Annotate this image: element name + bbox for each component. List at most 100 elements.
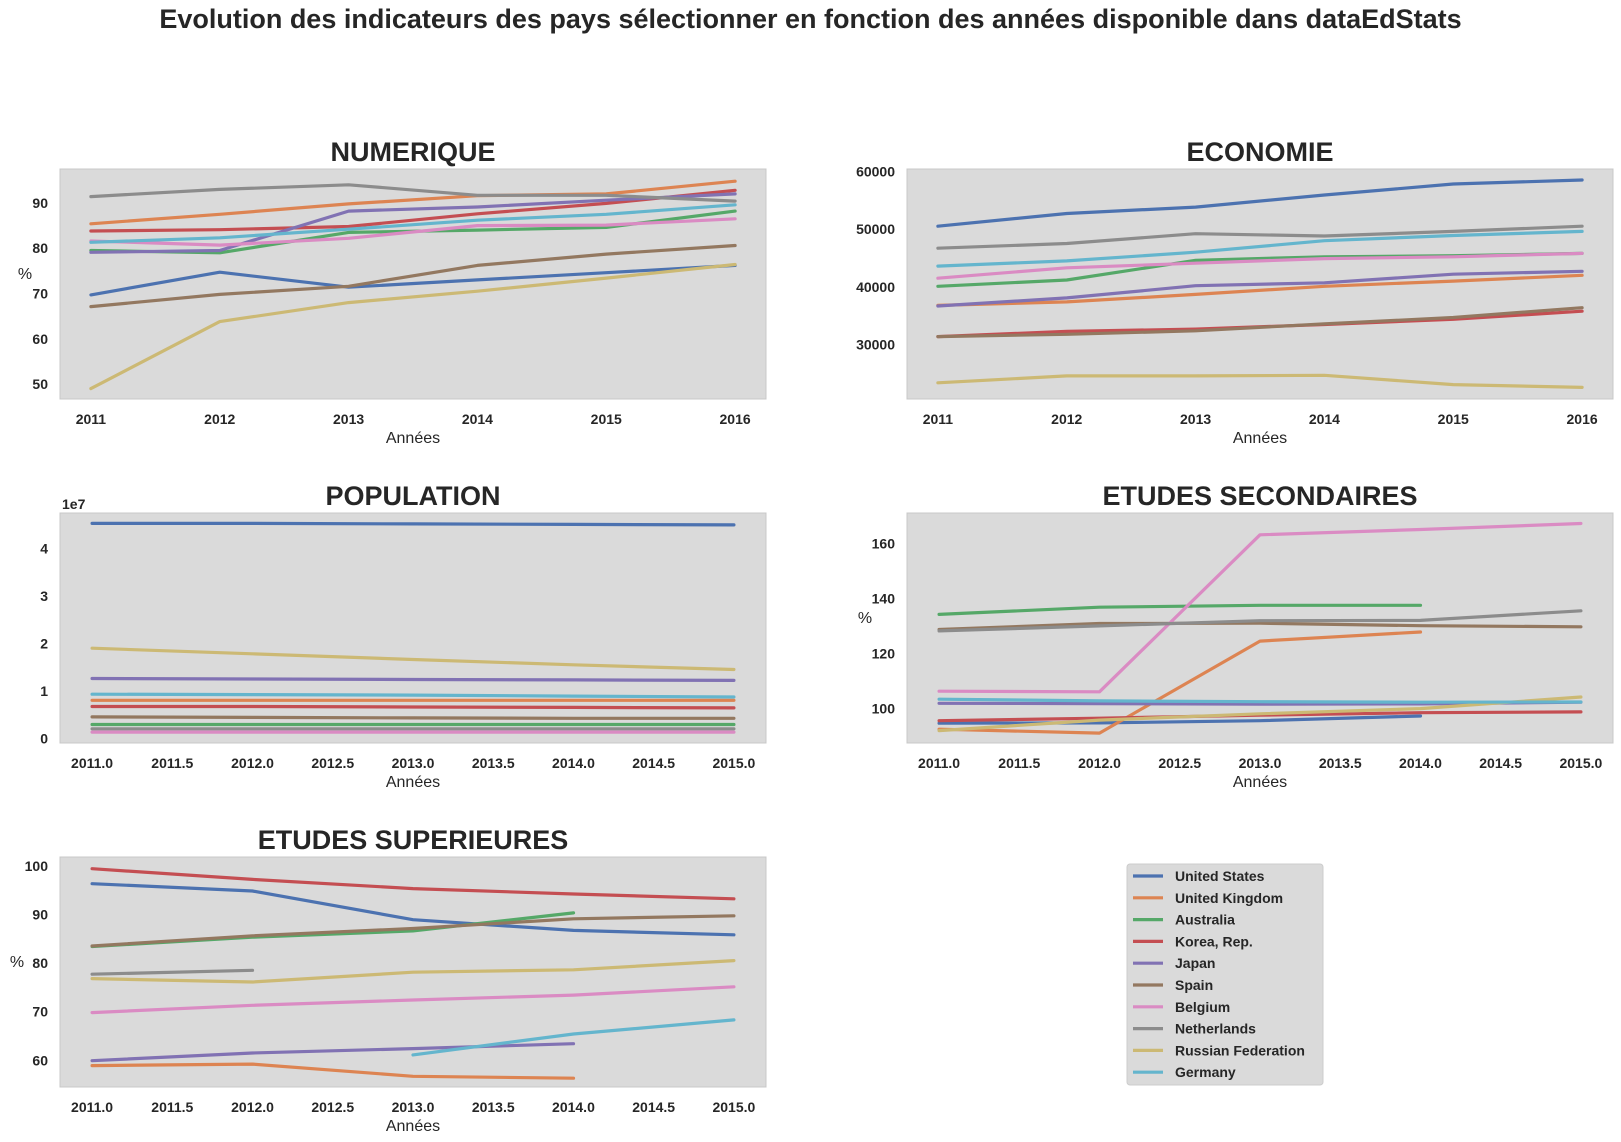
y-axis-label: % [18,266,32,283]
x-axis-label: Années [386,774,440,791]
series-line-spain [936,306,1584,339]
series-line-korea-rep [90,704,736,710]
y-tick-label: 4 [40,541,48,557]
y-axis-label: % [858,610,872,627]
legend-item-belgium: Belgium [1133,999,1230,1015]
x-tick-label: 2014.0 [552,1099,595,1115]
y-tick-label: 2 [40,635,48,651]
y-tick-label: 90 [32,906,48,922]
x-tick-label: 2012.5 [311,755,354,771]
x-tick-label: 2013.0 [392,755,435,771]
series-line-united-states [89,263,737,297]
x-tick-label: 2015.0 [712,1099,755,1115]
series-line-russian-federation [89,262,737,391]
legend-label: Belgium [1175,999,1230,1015]
x-tick-label: 2012.5 [1158,755,1201,771]
legend-item-australia: Australia [1133,912,1235,928]
series-line-japan [89,192,737,254]
series-line-spain [89,243,737,309]
series-line-spain [90,914,736,948]
x-tick-label: 2013.0 [392,1099,435,1115]
x-tick-label: 2011.5 [998,755,1040,771]
legend-item-united-kingdom: United Kingdom [1133,890,1283,906]
series-line-spain [90,715,736,720]
x-tick-label: 2012.0 [1078,755,1121,771]
x-tick-label: 2014.5 [632,1099,675,1115]
x-tick-label: 2012.0 [231,755,274,771]
series-line-korea-rep [89,188,737,233]
x-tick-label: 2011.0 [71,1099,113,1115]
x-tick-label: 2012 [1051,411,1082,427]
series-line-russian-federation [90,958,736,984]
x-tick-label: 2012 [204,411,235,427]
legend-item-korea-rep: Korea, Rep. [1133,933,1253,949]
x-tick-label: 2013 [333,411,364,427]
legend: United States United Kingdom Australia Kore… [1126,863,1324,1086]
legend-label: United Kingdom [1175,890,1283,906]
series-line-united-kingdom [89,179,737,226]
series-line-belgium [936,251,1584,280]
legend-item-netherlands: Netherlands [1133,1021,1256,1037]
y-tick-label: 70 [32,286,48,302]
legend-label: United States [1175,868,1265,884]
y-tick-label: 120 [872,645,896,661]
y-tick-label: 3 [40,588,48,604]
y-tick-label: 30000 [856,337,895,353]
chart-etudes-secondaires: ETUDES SECONDAIRES 2011.0 2011.5 2012.0 2012… [858,481,1614,791]
series-line-germany [90,692,736,699]
chart-population: POPULATION 2011.0 2011.5 2012.0 2012.5 2013.0… [40,481,767,791]
x-axis-label: Années [386,1118,440,1135]
series-line-russian-federation [936,373,1584,389]
x-tick-label: 2014.0 [552,755,595,771]
series-line-netherlands [936,224,1584,250]
series-line-netherlands [89,183,737,203]
x-tick-label: 2011.0 [918,755,960,771]
legend-item-spain: Spain [1133,977,1213,993]
series-line-united-states [937,714,1423,725]
legend-label: Korea, Rep. [1175,933,1253,949]
x-tick-label: 2014.5 [1479,755,1522,771]
series-line-united-states [90,521,736,527]
x-tick-label: 2015 [591,411,622,427]
y-tick-label: 1 [40,683,48,699]
series-line-japan [90,1042,576,1063]
series-line-germany [936,229,1584,268]
series-line-belgium [90,985,736,1015]
x-tick-label: 2015 [1438,411,1469,427]
series-line-germany [411,1018,736,1057]
y-tick-label: 100 [25,858,49,874]
x-axis-label: Années [386,430,440,447]
legend-label: Australia [1175,912,1235,928]
legend-item-japan: Japan [1133,955,1215,971]
y-tick-label: 100 [872,701,896,717]
series-line-germany [89,203,737,244]
chart-title: ETUDES SUPERIEURES [258,825,569,855]
legend-frame [1126,863,1324,1086]
x-tick-label: 2015.0 [712,755,755,771]
x-tick-label: 2013.5 [472,755,515,771]
x-tick-label: 2013.5 [472,1099,515,1115]
series-line-korea-rep [90,867,736,901]
series-line-netherlands [937,609,1583,633]
x-tick-label: 2012.0 [231,1099,274,1115]
y-tick-label: 80 [32,240,48,256]
series-line-united-states [90,882,736,937]
legend-item-russian-federation: Russian Federation [1133,1042,1305,1058]
x-tick-label: 2011.5 [151,1099,193,1115]
chart-numerique: NUMERIQUE 2011 2012 2013 2014 2015 2016 50 60 70 8… [18,137,767,447]
x-tick-label: 2011 [76,411,107,427]
legend-label: Spain [1175,977,1213,993]
x-tick-label: 2015.0 [1559,755,1602,771]
legend-label: Japan [1175,955,1215,971]
series-line-belgium [89,217,737,247]
y-tick-label: 50000 [856,221,895,237]
series-line-united-kingdom [90,1062,576,1080]
x-tick-label: 2014 [462,411,493,427]
series-line-japan [936,269,1584,308]
x-tick-label: 2013.5 [1319,755,1362,771]
x-tick-label: 2011 [923,411,954,427]
x-tick-label: 2014 [1309,411,1340,427]
x-axis-label: Années [1233,430,1287,447]
x-tick-label: 2012.5 [311,1099,354,1115]
